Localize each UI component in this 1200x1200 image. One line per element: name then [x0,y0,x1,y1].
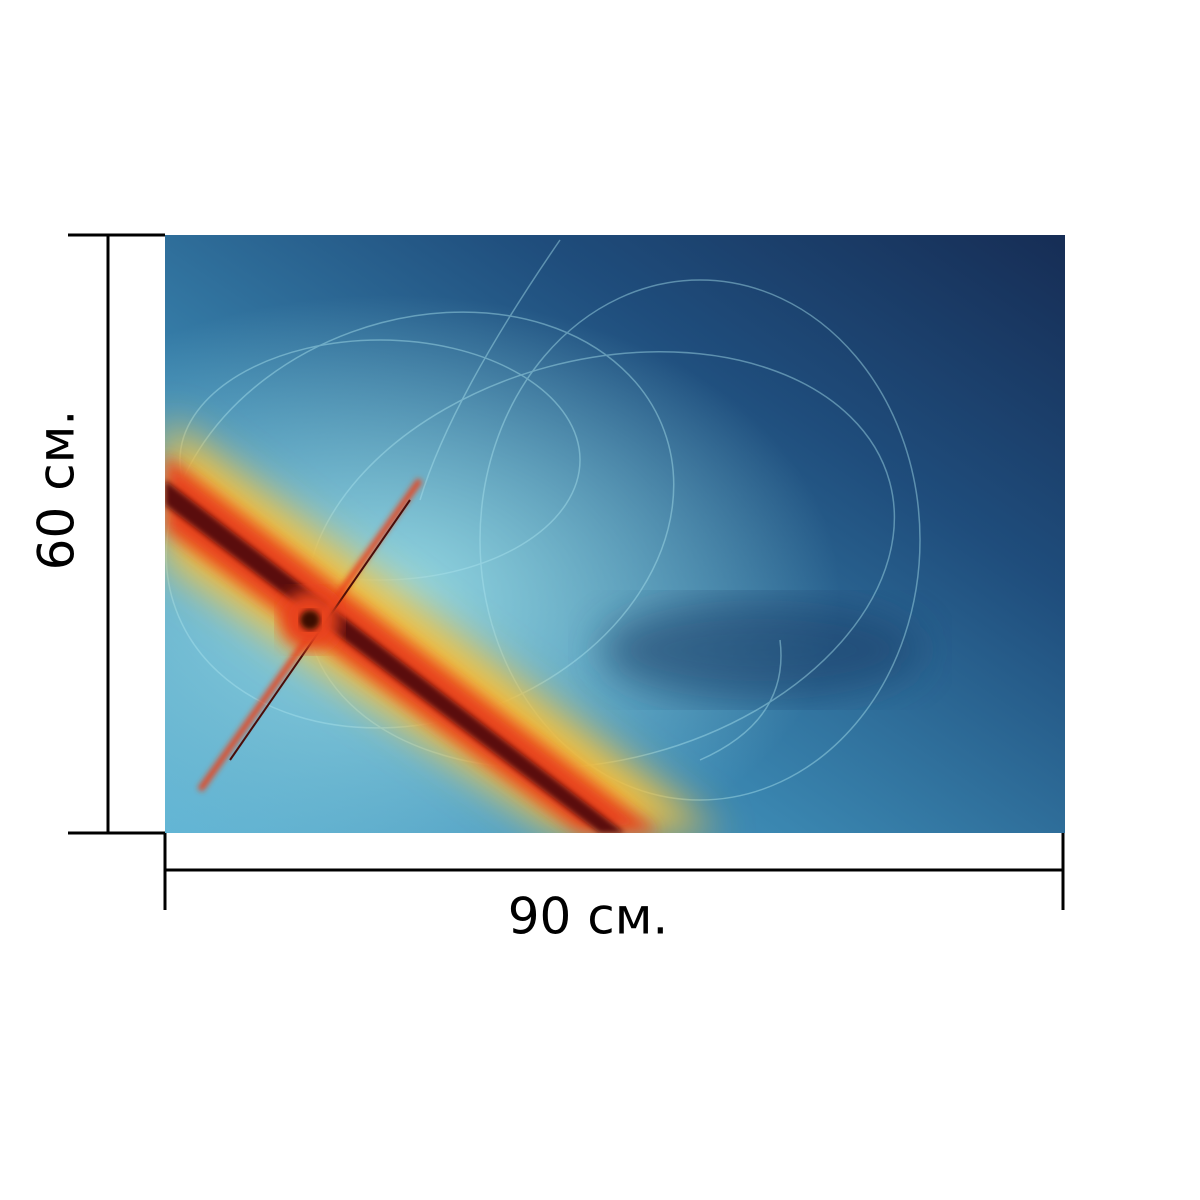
height-label: 60 см. [28,410,86,571]
width-dimension: 90 см. [163,833,1065,946]
height-dimension: 60 см. [28,233,165,835]
width-label: 90 см. [508,888,669,946]
artwork [165,235,1065,833]
